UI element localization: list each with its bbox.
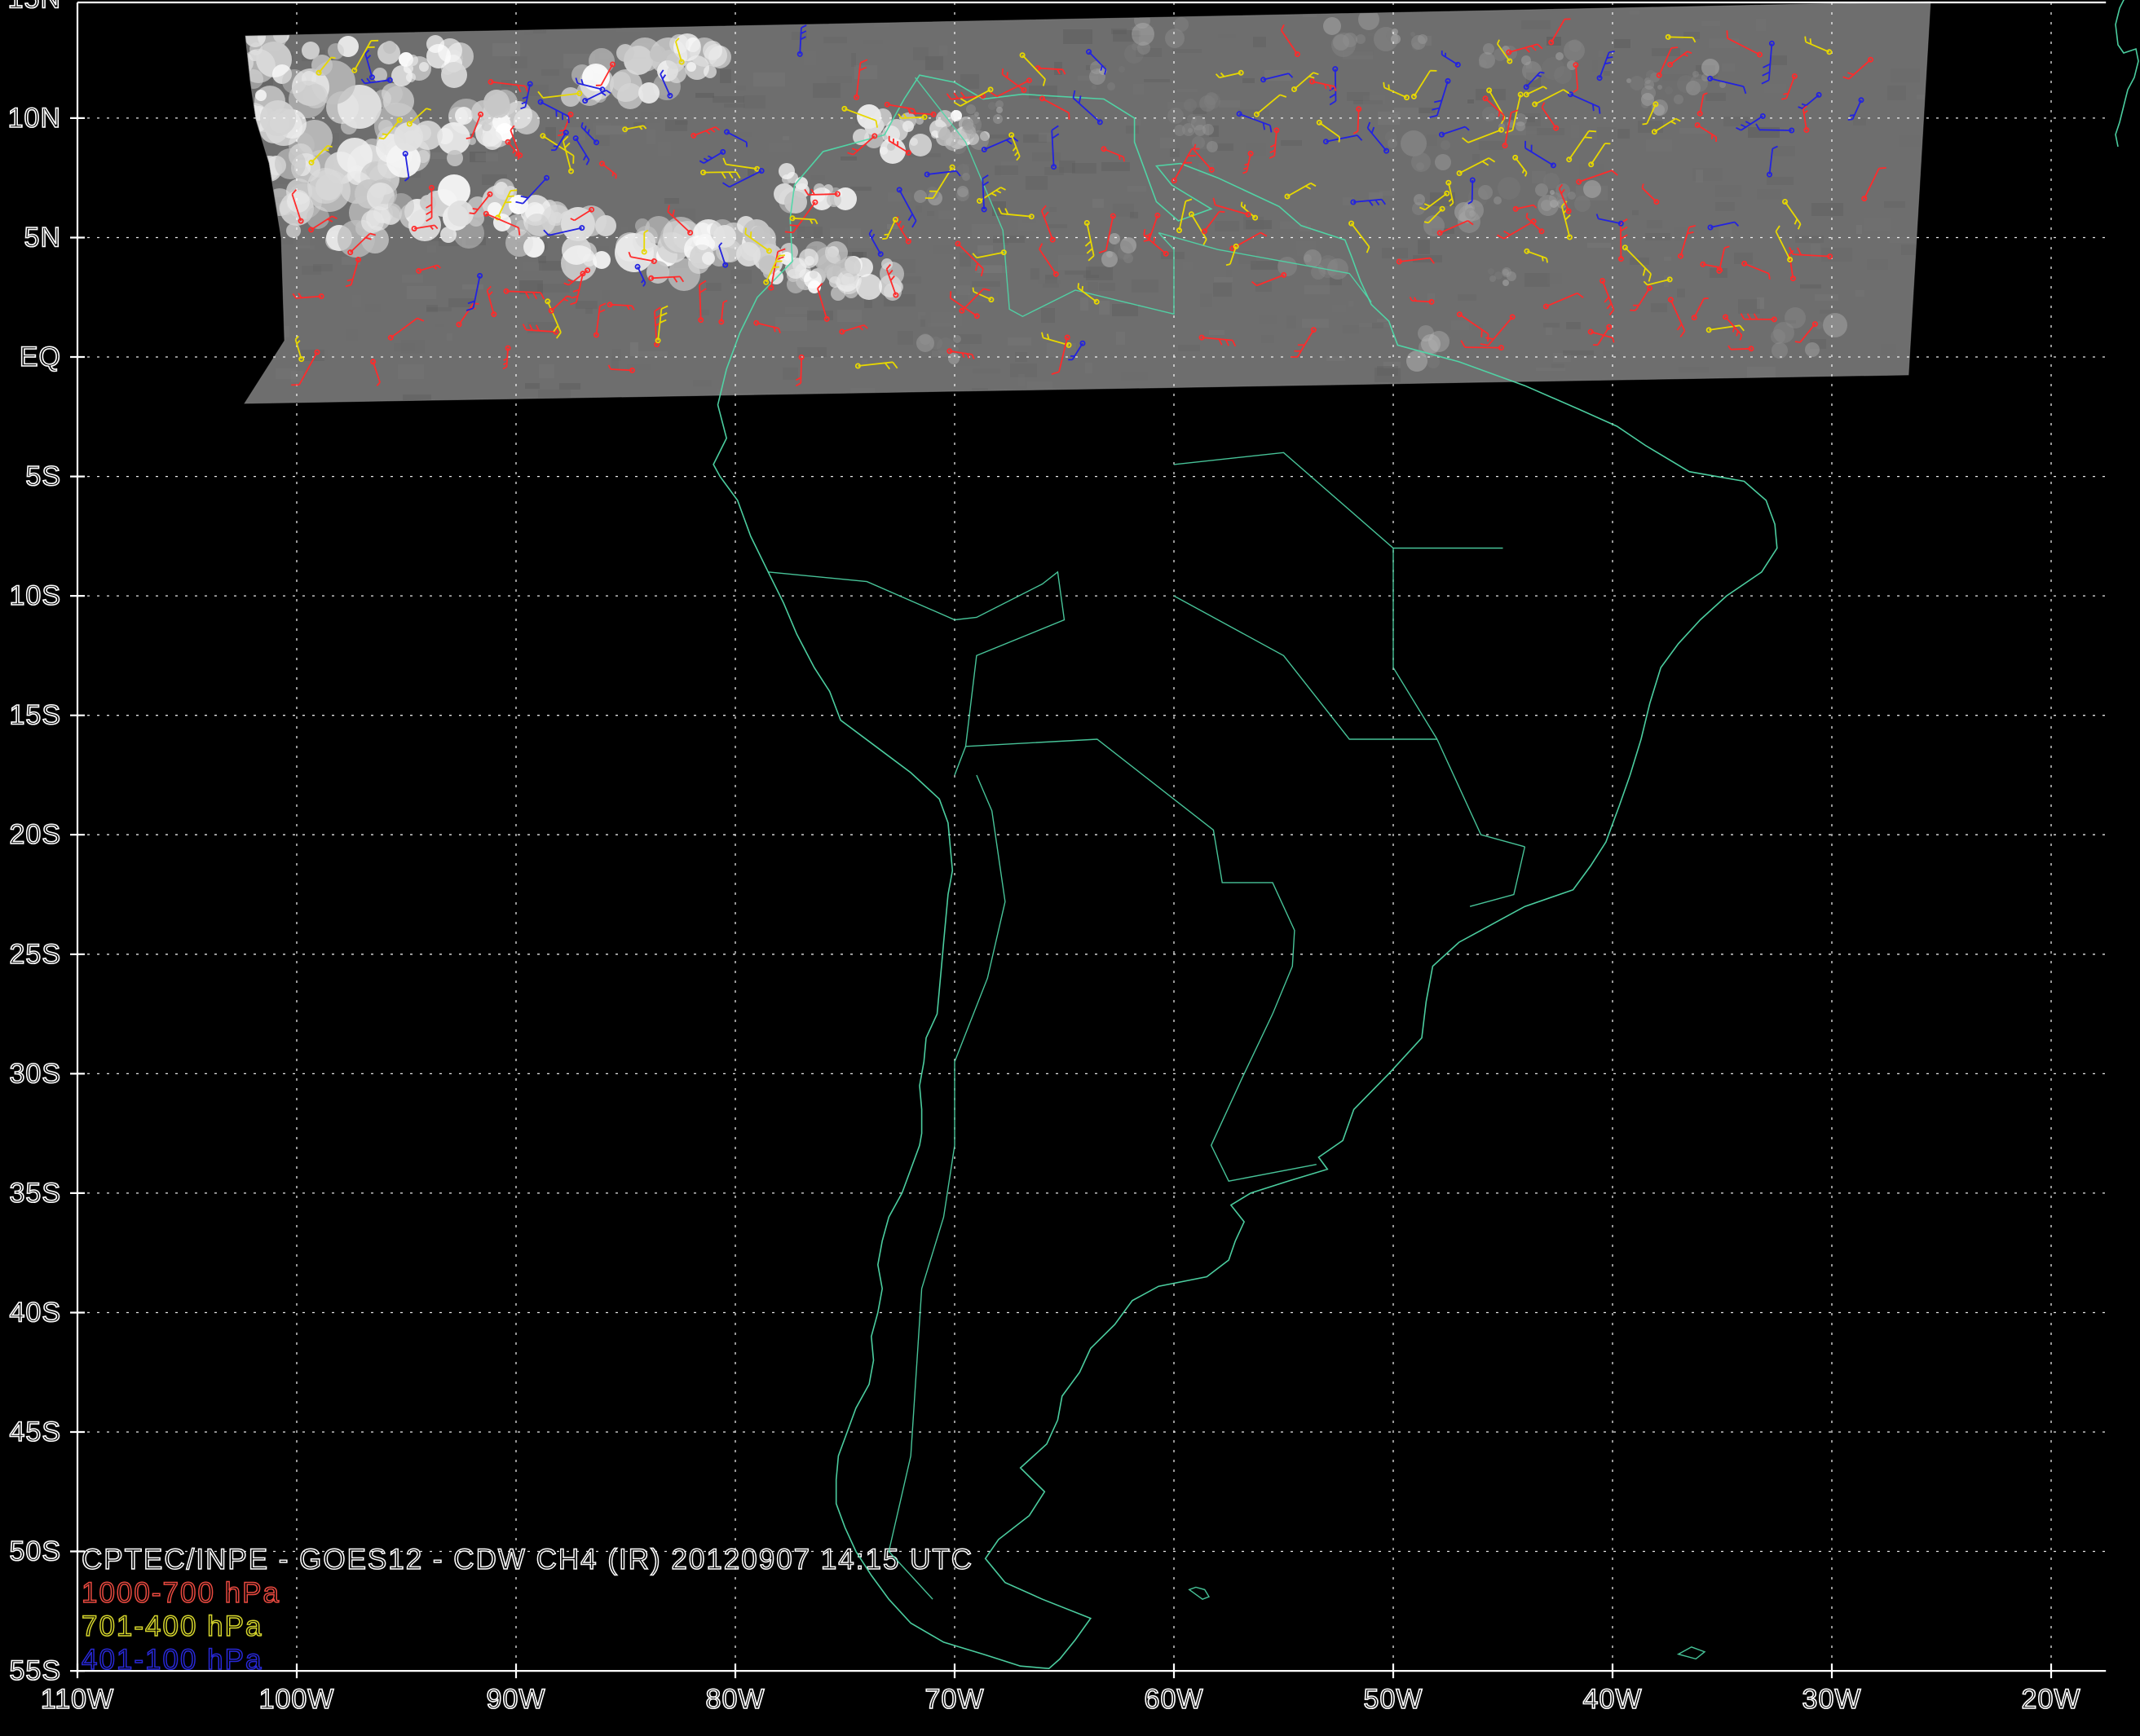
svg-text:701-400 hPa: 701-400 hPa <box>82 1610 263 1642</box>
svg-text:5N: 5N <box>24 223 61 253</box>
svg-text:40W: 40W <box>1583 1684 1643 1715</box>
svg-text:40S: 40S <box>10 1298 62 1328</box>
svg-text:90W: 90W <box>487 1684 546 1715</box>
svg-text:80W: 80W <box>706 1684 766 1715</box>
svg-text:45S: 45S <box>10 1417 62 1447</box>
svg-text:CPTEC/INPE - GOES12 - CDW CH4: CPTEC/INPE - GOES12 - CDW CH4 (IR) 20120… <box>82 1544 973 1575</box>
svg-text:10S: 10S <box>10 580 62 611</box>
svg-text:10N: 10N <box>8 103 61 134</box>
svg-text:15N: 15N <box>8 0 61 14</box>
svg-text:35S: 35S <box>10 1178 62 1209</box>
svg-text:70W: 70W <box>925 1684 985 1715</box>
svg-text:30S: 30S <box>10 1058 62 1089</box>
svg-text:20W: 20W <box>2022 1684 2081 1715</box>
svg-text:1000-700 hPa: 1000-700 hPa <box>82 1577 280 1609</box>
svg-text:110W: 110W <box>41 1684 114 1715</box>
svg-text:60W: 60W <box>1145 1684 1204 1715</box>
svg-text:100W: 100W <box>259 1684 335 1715</box>
svg-text:20S: 20S <box>10 819 62 850</box>
svg-text:50W: 50W <box>1364 1684 1423 1715</box>
svg-text:15S: 15S <box>10 700 62 731</box>
svg-text:50S: 50S <box>10 1536 62 1567</box>
svg-text:5S: 5S <box>25 461 61 492</box>
svg-text:25S: 25S <box>10 939 62 970</box>
svg-text:30W: 30W <box>1802 1684 1862 1715</box>
svg-text:EQ: EQ <box>20 341 61 372</box>
svg-text:55S: 55S <box>10 1655 62 1686</box>
svg-text:401-100 hPa: 401-100 hPa <box>82 1644 263 1676</box>
